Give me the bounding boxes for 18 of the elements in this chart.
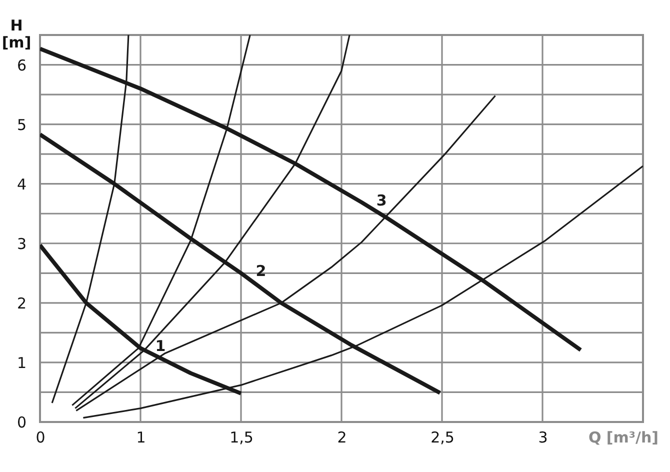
y-tick-label: 4 (16, 175, 26, 194)
series-label: 1 (155, 337, 166, 356)
y-tick-label: 5 (16, 116, 26, 134)
y-tick-label: 2 (16, 294, 26, 312)
y-tick-label: 6 (16, 56, 26, 74)
x-tick-label: 1 (136, 428, 146, 446)
y-tick-label: 0 (16, 414, 26, 432)
series-label: 2 (256, 262, 266, 280)
x-tick-label: 0 (36, 428, 46, 446)
y-tick-label: 1 (16, 354, 26, 372)
x-tick-label: 2,5 (430, 428, 454, 446)
x-tick-label: 3 (538, 428, 548, 446)
x-tick-label: 2 (337, 428, 347, 446)
y-tick-label: 3 (16, 234, 26, 253)
x-axis-title: Q [m³/h] (588, 428, 658, 446)
y-axis-title: H [m] (2, 16, 32, 52)
series-label: 3 (376, 191, 387, 210)
x-tick-label: 1,5 (230, 428, 254, 446)
